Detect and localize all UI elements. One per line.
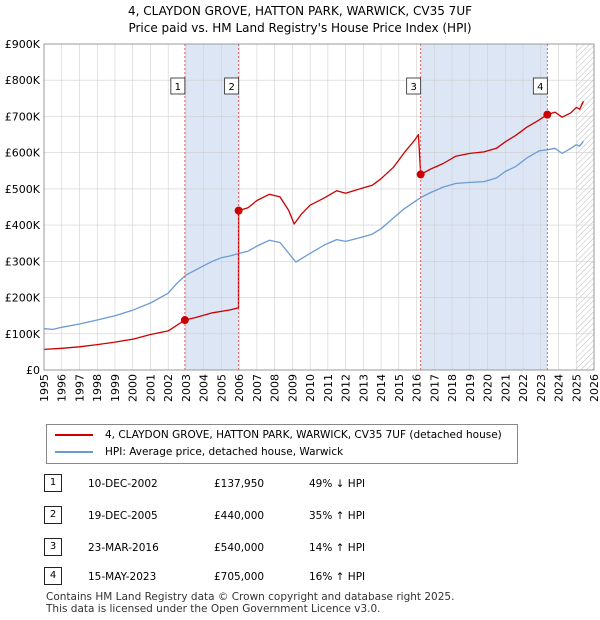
footer-licence: This data is licensed under the Open Gov… xyxy=(46,603,381,615)
sale-point xyxy=(416,170,425,179)
x-tick-label: 2001 xyxy=(144,374,157,402)
x-tick-label: 2023 xyxy=(535,374,548,402)
legend-swatch-property xyxy=(55,434,93,436)
footer-copyright: Contains HM Land Registry data © Crown c… xyxy=(46,591,455,603)
transaction-number: 4 xyxy=(44,567,62,585)
x-tick-label: 2019 xyxy=(464,374,477,402)
sale-label-box xyxy=(532,77,548,95)
sale-label: 1 xyxy=(175,82,181,93)
x-tick-label: 2025 xyxy=(570,374,583,402)
sale-label-box xyxy=(406,77,422,95)
x-tick-label: 2022 xyxy=(517,374,530,402)
sale-point xyxy=(234,206,243,215)
sale-label-box xyxy=(224,77,240,95)
sale-label: 4 xyxy=(537,82,543,93)
x-tick-label: 1999 xyxy=(109,374,122,402)
x-tick-label: 2007 xyxy=(251,374,264,402)
chart-title: 4, CLAYDON GROVE, HATTON PARK, WARWICK, … xyxy=(0,3,600,37)
transaction-date: 23-MAR-2016 xyxy=(88,542,159,554)
y-tick-label: £100K xyxy=(5,328,41,341)
price-chart: 1 2 3 4 £0 £100K £200K £300K £400K £500K £600K £70… xyxy=(5,38,600,402)
transaction-price: £137,950 xyxy=(214,478,265,490)
x-tick-label: 2003 xyxy=(180,374,193,402)
x-tick-label: 1998 xyxy=(91,374,104,402)
y-tick-label: £300K xyxy=(5,255,41,268)
x-tick-label: 2020 xyxy=(482,374,495,402)
legend-label-hpi: HPI: Average price, detached house, Warw… xyxy=(105,446,344,458)
x-tick-label: 2016 xyxy=(411,374,424,402)
transaction-date: 19-DEC-2005 xyxy=(88,510,158,522)
x-tick-label: 2006 xyxy=(233,374,246,402)
transaction-hpi: 35% ↑ HPI xyxy=(309,510,366,522)
shaded-period xyxy=(184,44,239,370)
x-tick-label: 1996 xyxy=(56,374,69,402)
legend-item-hpi: HPI: Average price, detached house, Warw… xyxy=(55,444,343,460)
x-tick-label: 2002 xyxy=(162,374,175,402)
x-tick-label: 2011 xyxy=(322,374,335,402)
transaction-number: 1 xyxy=(44,474,62,492)
x-tick-label: 2004 xyxy=(198,374,211,402)
chart-title-line1: 4, CLAYDON GROVE, HATTON PARK, WARWICK, … xyxy=(127,4,473,18)
x-tick-label: 2013 xyxy=(357,374,370,402)
y-tick-label: £800K xyxy=(5,74,41,87)
legend: 4, CLAYDON GROVE, HATTON PARK, WARWICK, … xyxy=(46,424,518,464)
sale-label-box xyxy=(170,77,186,95)
x-tick-label: 1995 xyxy=(38,374,51,402)
legend-item-property: 4, CLAYDON GROVE, HATTON PARK, WARWICK, … xyxy=(55,427,502,443)
y-tick-label: £200K xyxy=(5,292,41,305)
transaction-date: 15-MAY-2023 xyxy=(88,571,157,583)
transaction-price: £705,000 xyxy=(214,571,265,583)
transaction-price: £440,000 xyxy=(214,510,265,522)
sale-label: 3 xyxy=(410,82,416,93)
transaction-number: 2 xyxy=(44,506,62,524)
y-tick-label: £400K xyxy=(5,219,41,232)
y-tick-label: £600K xyxy=(5,147,41,160)
y-tick-label: £500K xyxy=(5,183,41,196)
transaction-number: 3 xyxy=(44,538,62,556)
x-tick-label: 2018 xyxy=(446,374,459,402)
x-tick-label: 2009 xyxy=(286,374,299,402)
x-tick-label: 2012 xyxy=(340,374,353,402)
x-tick-label: 2008 xyxy=(269,374,282,402)
transaction-hpi: 16% ↑ HPI xyxy=(309,571,366,583)
transaction-hpi: 14% ↑ HPI xyxy=(309,542,366,554)
x-tick-label: 2017 xyxy=(428,374,441,402)
plot-frame xyxy=(43,43,595,371)
y-tick-label: £0 xyxy=(26,364,40,377)
x-tick-label: 2010 xyxy=(304,374,317,402)
x-tick-label: 2026 xyxy=(588,374,600,402)
x-tick-label: 2021 xyxy=(499,374,512,402)
transaction-price: £540,000 xyxy=(214,542,265,554)
footer-attribution: Contains HM Land Registry data © Crown c… xyxy=(46,591,454,615)
y-tick-label: £900K xyxy=(5,38,41,51)
legend-swatch-hpi xyxy=(55,451,93,453)
x-tick-label: 1997 xyxy=(73,374,86,402)
sale-point xyxy=(180,316,189,325)
y-tick-label: £700K xyxy=(5,110,41,123)
legend-label-property: 4, CLAYDON GROVE, HATTON PARK, WARWICK, … xyxy=(105,429,502,441)
x-tick-label: 2015 xyxy=(393,374,406,402)
x-tick-label: 2024 xyxy=(553,374,566,402)
sale-label: 2 xyxy=(228,82,234,93)
x-tick-label: 2000 xyxy=(127,374,140,402)
transaction-hpi: 49% ↓ HPI xyxy=(309,478,366,490)
x-tick-label: 2005 xyxy=(215,374,228,402)
sale-point xyxy=(543,110,552,119)
hpi-series-line xyxy=(44,140,584,331)
forecast-hatch xyxy=(576,44,594,370)
x-tick-label: 2014 xyxy=(375,374,388,402)
shaded-period xyxy=(420,44,548,370)
chart-title-line2: Price paid vs. HM Land Registry's House … xyxy=(128,21,472,35)
transaction-date: 10-DEC-2002 xyxy=(88,478,158,490)
